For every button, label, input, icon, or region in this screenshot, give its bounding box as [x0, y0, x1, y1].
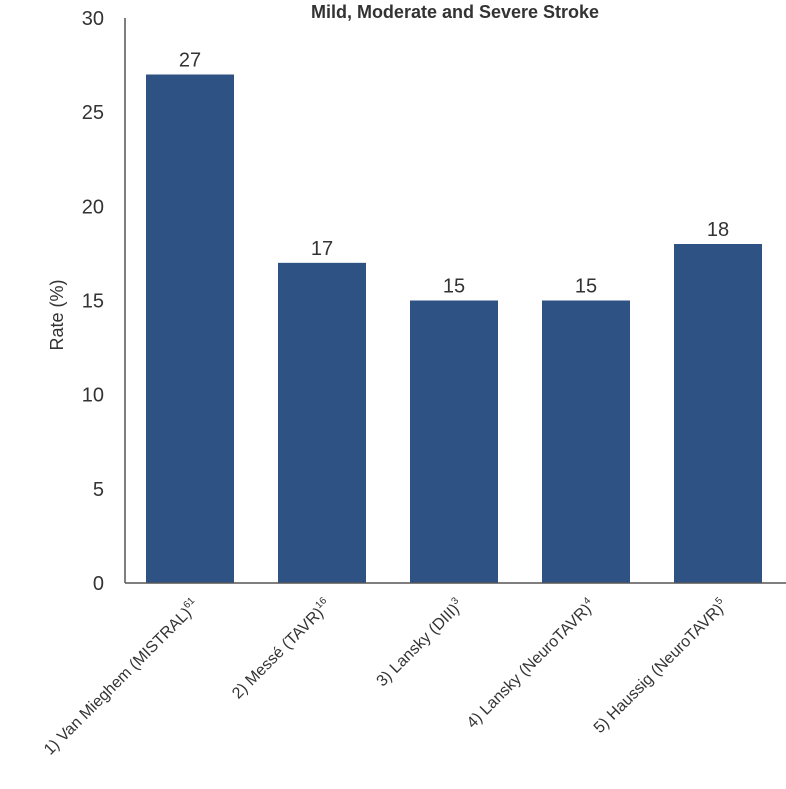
y-tick-label: 25	[82, 102, 104, 124]
y-axis-ticks: 0 5 10 15 20 25 30	[82, 8, 104, 595]
y-tick-label: 5	[93, 479, 104, 501]
bar	[542, 300, 630, 583]
bar	[410, 300, 498, 583]
category-labels: 1) Van Mieghem (MISTRAL)612) Messé (TAVR…	[40, 595, 731, 758]
category-label: 2) Messé (TAVR)16	[228, 595, 335, 702]
bar-value-label: 27	[179, 50, 201, 72]
bar	[146, 74, 234, 583]
bar-value-label: 15	[575, 276, 597, 298]
category-label: 3) Lansky (DIII)3	[372, 595, 467, 690]
bar	[674, 244, 762, 583]
y-tick-label: 10	[82, 385, 104, 407]
category-label-text: 4) Lansky (NeuroTAVR)	[464, 601, 595, 732]
category-label-text: 5) Haussig (NeuroTAVR)	[591, 601, 727, 737]
y-tick-label: 30	[82, 8, 104, 30]
category-label: 4) Lansky (NeuroTAVR)4	[462, 595, 599, 732]
category-label-text: 2) Messé (TAVR)	[229, 605, 327, 703]
category-label: 5) Haussig (NeuroTAVR)5	[589, 595, 731, 737]
y-tick-label: 20	[82, 196, 104, 218]
y-tick-label: 15	[82, 291, 104, 313]
category-label-text: 1) Van Mieghem (MISTRAL)	[41, 605, 195, 759]
bar-value-label: 15	[443, 276, 465, 298]
y-tick-label: 0	[93, 573, 104, 595]
category-label: 1) Van Mieghem (MISTRAL)61	[40, 595, 203, 758]
data-labels: 27 17 15 15 18	[179, 50, 729, 298]
bar	[278, 262, 366, 583]
chart-title: Mild, Moderate and Severe Stroke	[311, 2, 599, 22]
bar-value-label: 18	[707, 219, 729, 241]
bars	[146, 74, 762, 583]
bar-value-label: 17	[311, 238, 333, 260]
y-axis-label: Rate (%)	[47, 279, 67, 350]
category-label-text: 3) Lansky (DIII)	[374, 601, 463, 690]
